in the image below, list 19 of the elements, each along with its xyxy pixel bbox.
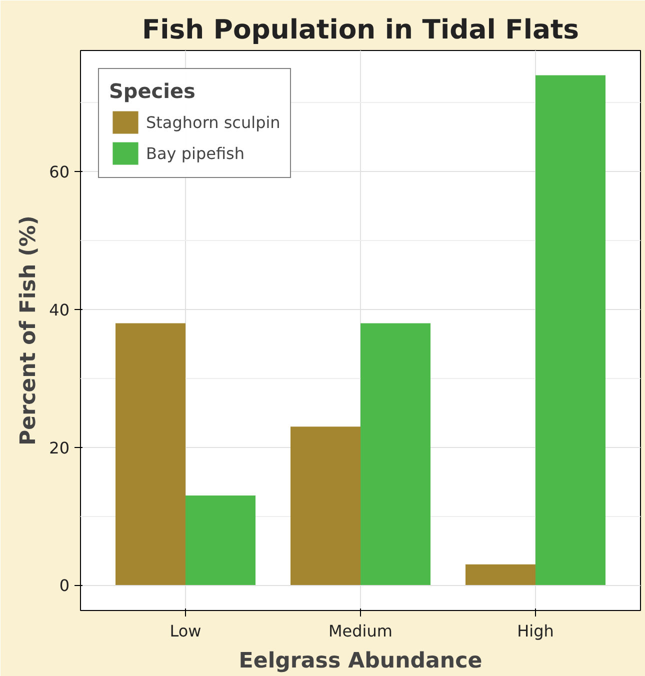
legend-label: Staghorn sculpin <box>146 112 280 132</box>
bar <box>466 564 536 586</box>
legend-title: Species <box>109 79 196 103</box>
legend-label: Bay pipefish <box>146 144 244 162</box>
chart-title: Fish Population in Tidal Flats <box>142 14 580 46</box>
y-tick-label: 40 <box>49 300 70 320</box>
bar <box>290 426 360 586</box>
y-tick-label: 60 <box>49 162 70 182</box>
bar <box>116 323 186 586</box>
bar <box>186 495 256 586</box>
y-tick-label: 0 <box>59 576 70 596</box>
x-tick-label: High <box>517 622 554 640</box>
bar <box>360 323 430 586</box>
y-tick-label: 20 <box>49 438 70 458</box>
bar <box>536 75 606 586</box>
x-tick-label: Low <box>170 622 202 640</box>
y-axis-title: Percent of Fish (%) <box>16 216 42 446</box>
x-tick-label: Medium <box>328 622 392 640</box>
x-axis-title: Eelgrass Abundance <box>238 648 482 674</box>
